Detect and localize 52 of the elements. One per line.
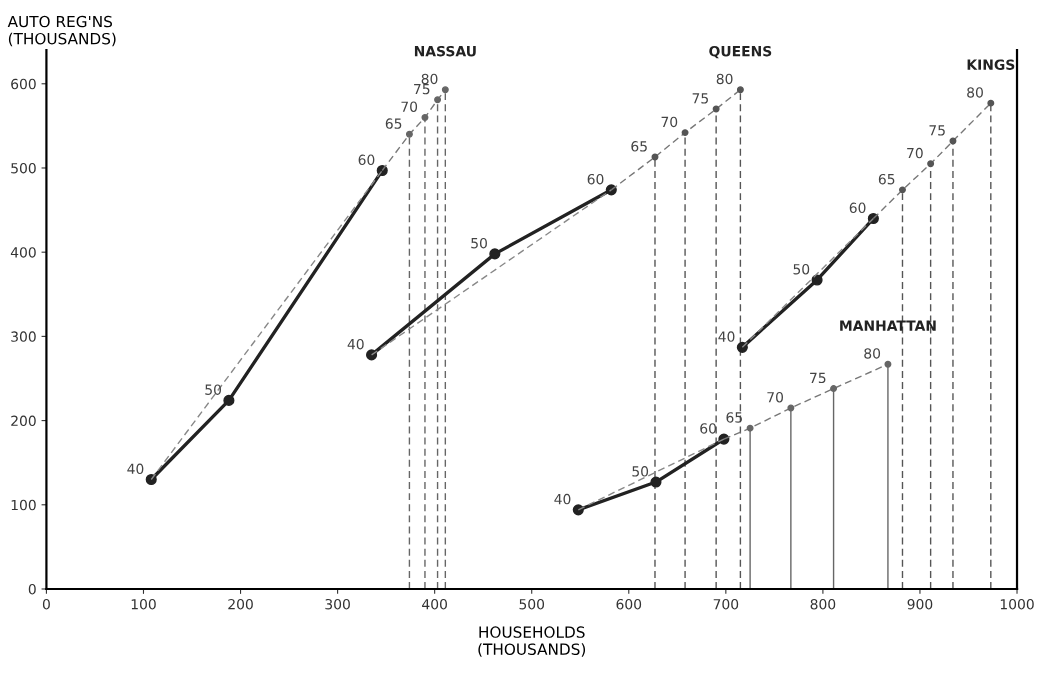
annotation: 50 xyxy=(793,263,810,275)
x-tick-label: 900 xyxy=(907,598,933,610)
x-axis-title: HOUSEHOLDS (THOUSANDS) xyxy=(478,626,586,657)
annotation: 65 xyxy=(631,141,647,152)
y-tick-label: 300 xyxy=(11,331,36,342)
text: NASSAU xyxy=(414,45,476,57)
annotation: 50 xyxy=(205,384,222,395)
x-tick-label: 0 xyxy=(42,598,50,610)
y-tick-label: 100 xyxy=(11,499,36,511)
annotation: 70 xyxy=(401,101,418,112)
x-tick-label: 500 xyxy=(519,598,545,610)
annotation: 40 xyxy=(718,331,735,342)
annotation: 60 xyxy=(358,154,375,166)
annotation: 50 xyxy=(632,466,649,477)
annotation: 70 xyxy=(661,116,678,128)
y-tick-label: 200 xyxy=(11,415,36,427)
annotation: 75 xyxy=(692,93,708,104)
y-tick-label: 400 xyxy=(10,247,36,258)
x-tick-label: 600 xyxy=(616,598,642,610)
text: KINGS xyxy=(967,59,1015,70)
text: QUEENS xyxy=(709,45,772,59)
annotation: 65 xyxy=(726,412,742,423)
annotation: 60 xyxy=(587,173,604,185)
annotation: 75 xyxy=(414,83,430,95)
annotation: 40 xyxy=(347,338,364,350)
annotation: 80 xyxy=(864,348,881,359)
x-tick-label: 100 xyxy=(131,598,156,610)
y-tick-label: 600 xyxy=(11,78,36,90)
text: MANHATTAN xyxy=(840,320,936,331)
y-tick-label: 0 xyxy=(28,583,36,595)
annotation: 40 xyxy=(127,463,144,475)
annotation: 65 xyxy=(385,118,402,129)
y-axis-title: AUTO REG'NS (THOUSANDS) xyxy=(7,15,116,47)
annotation: 60 xyxy=(849,202,866,214)
annotation: 75 xyxy=(929,125,945,136)
y-tick-label: 500 xyxy=(11,162,36,174)
annotation: 60 xyxy=(700,423,717,434)
annotation: 65 xyxy=(878,173,895,185)
x-tick-label: 200 xyxy=(228,598,253,610)
x-tick-label: 800 xyxy=(810,598,836,610)
annotation: 80 xyxy=(967,87,983,98)
x-tick-label: 1000 xyxy=(1000,598,1034,610)
annotation: 75 xyxy=(810,372,826,384)
annotation: 80 xyxy=(716,73,733,85)
annotation: 40 xyxy=(554,493,571,505)
x-tick-label: 700 xyxy=(713,598,739,610)
annotation: 70 xyxy=(907,147,923,159)
annotation: 80 xyxy=(421,73,438,85)
x-tick-label: 400 xyxy=(422,598,447,610)
annotation: 50 xyxy=(471,237,487,249)
x-tick-label: 300 xyxy=(325,598,350,610)
annotation: 70 xyxy=(767,391,783,403)
